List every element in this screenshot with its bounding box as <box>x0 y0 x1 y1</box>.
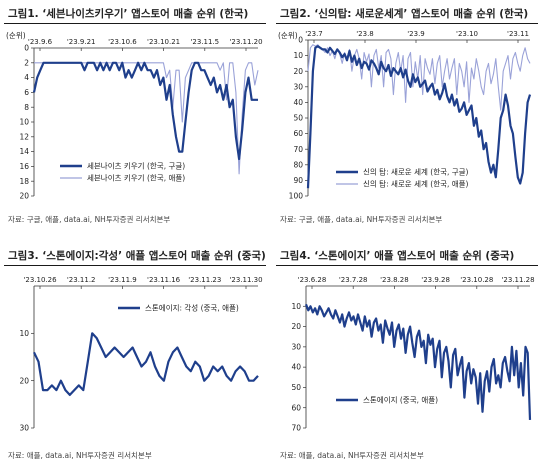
series-line <box>33 332 259 397</box>
x-tick-label: '23.9.28 <box>421 276 450 284</box>
y-tick-label: 10 <box>19 118 29 127</box>
x-tick-label: '23.9.21 <box>67 38 96 46</box>
panel-2: 그림2. ‘신의탑: 새로운세계’ 앱스토어 매출 순위 (한국) (순위) 0 1… <box>276 4 538 232</box>
y-tick-label: 4 <box>24 73 29 82</box>
x-tick-label: '23.11.23 <box>188 276 221 284</box>
y-tick-label: 50 <box>291 383 301 392</box>
series-line <box>32 61 258 161</box>
y-tick-label: 30 <box>291 342 301 351</box>
panel-source: 자료: 애플, data.ai, NH투자증권 리서치본부 <box>280 451 424 460</box>
y-tick-label: 20 <box>19 376 29 385</box>
y-tick-label: 10 <box>293 51 303 60</box>
y-tick-label: 30 <box>293 82 303 91</box>
x-tick-label: '23.9.6 <box>28 38 53 46</box>
chart-3: 10 20 30 '23.10.26 '23.11.2 '23.11.9 '23.11.16… <box>19 276 262 433</box>
x-tick-label: '23.8 <box>356 30 374 38</box>
chart-2: (순위)0 10 20 30 40 50 60 70 80 90 100 '23.7 '23.8 '23.… <box>278 30 532 201</box>
x-tick-label: '23.9 <box>407 30 425 38</box>
chart-4: 10 20 30 40 50 60 70 '23.6.28 '23.7.28 '23.8.28 '2… <box>291 276 534 433</box>
y-tick-label: 100 <box>289 192 304 201</box>
panel-source: 자료: 애플, data.ai, NH투자증권 리서치본부 <box>8 451 152 460</box>
y-axis-label: (순위) <box>6 31 26 40</box>
y-tick-label: 16 <box>19 162 29 171</box>
y-tick-label: 0 <box>24 44 29 53</box>
y-tick-label: 80 <box>293 160 303 169</box>
x-tick-label: '23.10.21 <box>147 38 180 46</box>
x-tick-label: '23.11.16 <box>147 276 181 284</box>
y-axis-label: (순위) <box>278 31 298 40</box>
y-tick-label: 12 <box>19 132 29 141</box>
y-tick-label: 14 <box>19 147 29 156</box>
panel-source: 자료: 구글, 애플, data.ai, NH투자증권 리서치본부 <box>8 215 171 224</box>
y-tick-label: 50 <box>293 114 303 123</box>
y-tick-label: 8 <box>24 103 29 112</box>
y-tick-label: 90 <box>293 176 303 185</box>
panel-title: 그림2. ‘신의탑: 새로운세계’ 앱스토어 매출 순위 (한국) <box>276 4 538 24</box>
y-tick-label: 70 <box>291 424 301 433</box>
y-tick-label: 60 <box>293 129 303 138</box>
y-tick-label: 30 <box>19 424 29 433</box>
y-tick-label: 40 <box>293 98 303 107</box>
panel-title: 그림1. ‘세븐나이츠키우기’ 앱스토어 매출 순위 (한국) <box>4 4 266 24</box>
y-tick-label: 10 <box>19 329 29 338</box>
x-tick-label: '23.11.9 <box>108 276 137 284</box>
y-tick-label: 40 <box>291 363 301 372</box>
x-tick-label: '23.11.5 <box>190 38 219 46</box>
x-tick-label: '23.10.26 <box>23 276 57 284</box>
legend-label: 신의 탑: 새로운 세계 (한국, 애플) <box>363 179 469 189</box>
y-tick-label: 20 <box>291 322 301 331</box>
y-tick-label: 70 <box>293 145 303 154</box>
legend-label: 신의 탑: 새로운 세계 (한국, 구글) <box>363 167 469 177</box>
x-tick-label: '23.6.28 <box>298 276 327 284</box>
panel-source: 자료: 구글, 애플, data.ai, NH투자증권 리서치본부 <box>280 215 443 224</box>
x-tick-label: '23.11.2 <box>67 276 96 284</box>
x-tick-label: '23.10.28 <box>460 276 493 284</box>
chart-1: (순위) 0 2 4 6 8 10 12 14 16 18 20 '23.9.6 '23.9.21 '23.… <box>6 31 263 201</box>
x-tick-label: '23.7.28 <box>339 276 368 284</box>
series-line <box>306 45 532 189</box>
panel-title: 그림4. ‘스톤에이지’ 애플 앱스토어 매출 순위 (중국) <box>276 246 538 266</box>
x-tick-label: '23.11.28 <box>501 276 534 284</box>
x-tick-label: '23.11.30 <box>229 276 262 284</box>
y-tick-label: 60 <box>291 403 301 412</box>
y-tick-label: 20 <box>19 192 29 201</box>
panel-1: 그림1. ‘세븐나이츠키우기’ 앱스토어 매출 순위 (한국) (순위) 0 2 4 6… <box>4 4 266 232</box>
legend-label: 세븐나이츠 키우기 (한국, 애플) <box>87 173 185 183</box>
x-tick-label: '23.10 <box>456 30 478 38</box>
x-tick-label: '23.11 <box>507 30 529 38</box>
series-line <box>34 62 259 175</box>
legend-label: 스톤에이지 (중국, 애플) <box>363 395 438 405</box>
x-tick-label: '23.8.28 <box>380 276 409 284</box>
y-tick-label: 2 <box>24 58 29 67</box>
x-tick-label: '23.10.6 <box>108 38 137 46</box>
y-tick-label: 20 <box>293 67 303 76</box>
panel-3: 그림3. ‘스톤에이지:각성’ 애플 앱스토어 매출 순위 (중국) 10 20 3… <box>4 246 266 466</box>
legend-label: 스톤에이지: 각성 (중국, 애플) <box>145 303 239 313</box>
panel-4: 그림4. ‘스톤에이지’ 애플 앱스토어 매출 순위 (중국) 10 20 30 40… <box>276 246 538 466</box>
legend-label: 세븐나이츠 키우기 (한국, 구글) <box>87 161 185 171</box>
panel-title: 그림3. ‘스톤에이지:각성’ 애플 앱스토어 매출 순위 (중국) <box>4 246 266 266</box>
x-tick-label: '23.11.20 <box>229 38 262 46</box>
y-tick-label: 18 <box>19 177 29 186</box>
y-tick-label: 6 <box>24 88 29 97</box>
y-tick-label: 0 <box>298 36 303 45</box>
y-tick-label: 10 <box>291 302 301 311</box>
x-tick-label: '23.7 <box>305 30 323 38</box>
series-line <box>304 303 532 420</box>
